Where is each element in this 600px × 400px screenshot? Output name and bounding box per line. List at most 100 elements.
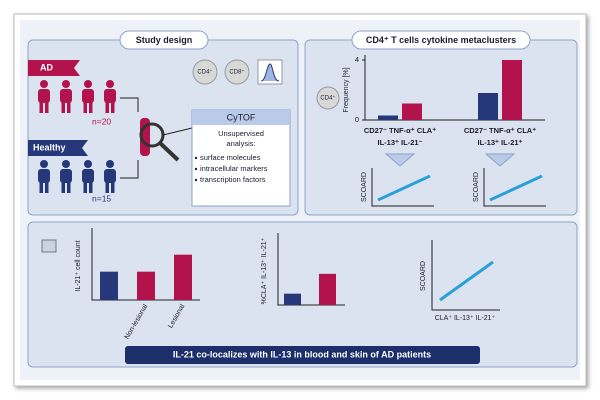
group-banner: [28, 60, 80, 76]
bar: [478, 93, 498, 120]
y-axis-label: %CLA⁺ IL-13⁺ IL-21⁺: [261, 237, 268, 304]
arrow: [384, 153, 416, 167]
panel: [304, 39, 578, 216]
bar: [502, 60, 522, 120]
group-label: Healthy: [33, 142, 66, 152]
cytof-item: intracellular markers: [200, 164, 268, 173]
group-banner: [28, 140, 88, 156]
cytof-text: analysis:: [226, 139, 255, 148]
axis: [431, 240, 500, 311]
person-icon: [82, 89, 94, 103]
person-icon: [38, 89, 50, 103]
magnifier: [158, 141, 180, 162]
bar: [378, 115, 398, 120]
bar: [402, 103, 422, 120]
category-label: CD27⁻ TNF-α⁺ CLA⁺: [464, 126, 536, 135]
cell-label: CD4⁺: [320, 95, 335, 102]
group-n: n=20: [92, 116, 111, 126]
banner: [125, 346, 480, 364]
person-icon: [106, 160, 114, 168]
person-icon: [82, 169, 94, 183]
person-icon: [61, 181, 65, 193]
person-icon: [89, 101, 93, 113]
panel: [27, 221, 578, 368]
arrow: [484, 153, 516, 167]
category-label: CD27⁻ TNF-α⁺ CLA⁺: [364, 126, 436, 135]
cytof-text: Unsupervised: [218, 129, 264, 138]
cytof-header: [192, 110, 290, 125]
person-icon: [111, 101, 115, 113]
cytof-box: [191, 109, 291, 207]
bullet: [194, 178, 198, 182]
person-icon: [61, 101, 65, 113]
person-icon: [104, 169, 116, 183]
person-icon: [89, 181, 93, 193]
group-label: AD: [40, 62, 53, 72]
person-icon: [105, 181, 109, 193]
cell-label: CD8⁺: [229, 69, 244, 76]
category-label: IL-13⁺ IL-21⁺: [477, 138, 522, 147]
connector: [120, 97, 139, 179]
trend-line: [489, 174, 543, 202]
pill: [119, 30, 209, 50]
axis: [371, 168, 434, 207]
person-icon: [105, 101, 109, 113]
person-icon: [111, 181, 115, 193]
person-icon: [84, 80, 92, 88]
cytof-item: transcription factors: [200, 175, 266, 184]
panel-title: Study design: [136, 35, 193, 45]
cell-label: CD4⁺: [197, 69, 212, 76]
person-icon: [38, 169, 50, 183]
trend-line: [377, 174, 431, 202]
y-axis-label: IL-21⁺ cell count: [75, 240, 82, 291]
pill: [351, 30, 531, 50]
axis: [483, 168, 546, 207]
cytof-title: CyTOF: [227, 112, 256, 122]
person-icon: [104, 89, 116, 103]
cell: [316, 86, 340, 110]
person-icon: [83, 181, 87, 193]
connector: [162, 127, 193, 136]
bullet: [194, 167, 198, 171]
panel-title: CD4⁺ T cells cytokine metaclusters: [366, 35, 516, 45]
histogram-icon: [260, 63, 280, 82]
y-axis-label: SCOARD: [361, 172, 368, 202]
person-icon: [67, 181, 71, 193]
person-icon: [40, 80, 48, 88]
bar: [174, 254, 192, 300]
skin-icon: [41, 239, 57, 253]
y-tick-label: 0: [355, 115, 359, 124]
category-label: IL-13⁺ IL-21⁻: [377, 138, 422, 147]
person-icon: [83, 101, 87, 113]
person-icon: [84, 160, 92, 168]
cell: [224, 59, 250, 85]
person-icon: [62, 80, 70, 88]
person-icon: [39, 181, 43, 193]
banner-text: IL-21 co-localizes with IL-13 in blood a…: [173, 349, 431, 359]
person-icon: [39, 101, 43, 113]
person-icon: [45, 101, 49, 113]
person-icon: [60, 89, 72, 103]
group-n: n=15: [92, 193, 111, 203]
bar: [319, 273, 336, 305]
cell: [192, 59, 218, 85]
bar: [100, 271, 118, 300]
person-icon: [62, 160, 70, 168]
person-icon: [40, 160, 48, 168]
x-axis-label: CLA⁺ IL-13⁺ IL-21⁺: [435, 315, 496, 322]
person-icon: [67, 101, 71, 113]
person-icon: [60, 169, 72, 183]
bullet: [194, 156, 198, 160]
trend-line: [439, 260, 494, 302]
bar: [137, 271, 155, 300]
person-icon: [106, 80, 114, 88]
axis: [91, 228, 200, 301]
y-axis-label: SCOARD: [473, 172, 480, 202]
y-axis-label: Frequency [%]: [343, 67, 350, 112]
cytof-item: surface molecules: [200, 153, 261, 162]
y-tick-label: 4: [355, 55, 359, 64]
bar: [284, 293, 301, 305]
person-icon: [45, 181, 49, 193]
y-axis-label: SCOARD: [420, 261, 427, 291]
